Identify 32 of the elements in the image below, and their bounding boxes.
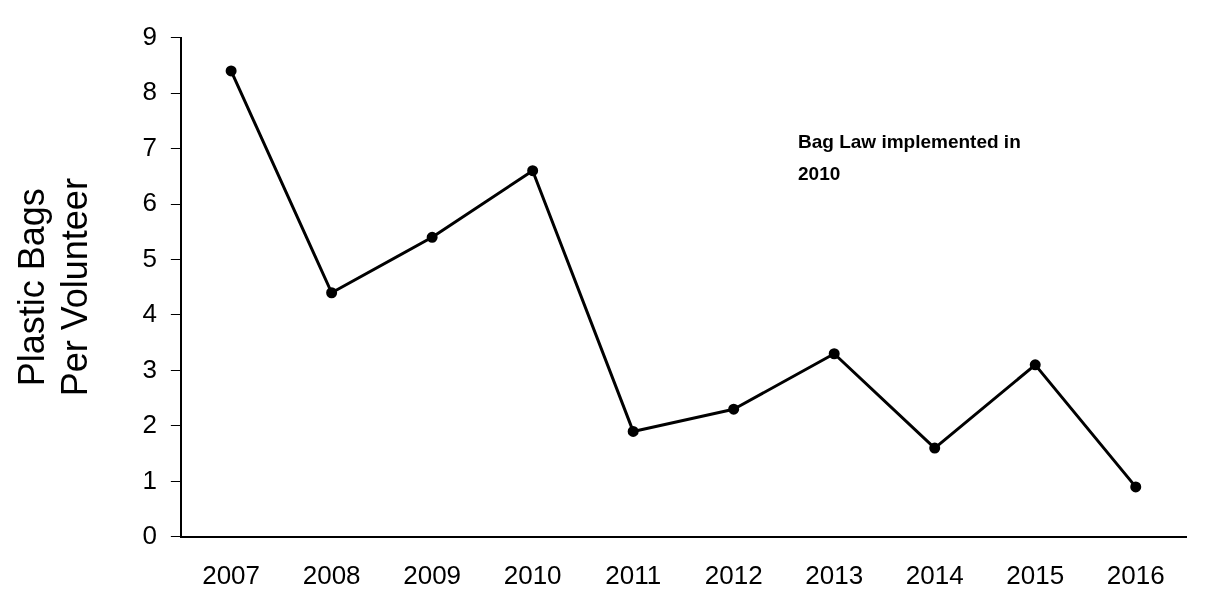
x-tick-label: 2007 [202,559,261,590]
x-tick-label: 2016 [1106,559,1165,590]
x-tick-label: 2015 [1006,559,1065,590]
point [527,165,539,177]
y-axis-title: Plastic Bags Per Volunteer [10,178,95,397]
point [728,403,740,415]
annotation: Bag Law implemented in 2010 [798,130,1022,186]
point [426,231,438,243]
y-tick-label: 5 [142,242,157,273]
y-tick-label: 2 [142,409,157,440]
y-tick-label: 0 [142,519,157,550]
x-tick-label: 2012 [704,559,763,590]
x-tick-label: 2008 [302,559,361,590]
y-tick-label: 6 [142,187,157,218]
point [1130,481,1142,493]
y-tick-label: 8 [142,76,157,107]
y-tick-label: 3 [142,353,157,384]
x-tick-label: 2009 [403,559,462,590]
x-tick-label: 2014 [905,559,964,590]
y-tick-label: 7 [142,131,157,162]
y-tick-label: 1 [142,464,157,495]
point [326,287,338,299]
x-tick-label: 2011 [605,559,662,590]
x-tick-label: 2010 [503,559,562,590]
y-tick-label: 9 [142,20,157,51]
point [929,442,941,454]
point [225,65,237,77]
point [1029,359,1041,371]
point [828,348,840,360]
y-tick-label: 4 [142,298,157,329]
x-tick-label: 2013 [805,559,864,590]
point [627,425,639,437]
